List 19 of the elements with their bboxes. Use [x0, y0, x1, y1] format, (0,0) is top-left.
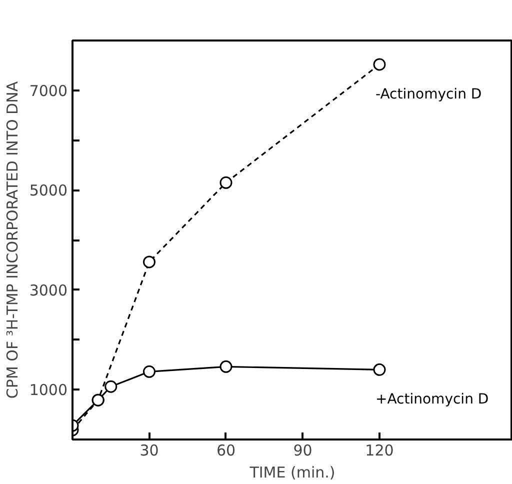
x-tick-label: 30	[140, 442, 159, 460]
x-tick-label: 120	[365, 442, 394, 460]
x-axis-title: TIME (min.)	[248, 464, 336, 482]
point	[220, 176, 232, 189]
y-tick-label: 5000	[29, 182, 68, 200]
y-tick-label: 3000	[29, 281, 68, 300]
y-tick-label: 7000	[29, 82, 68, 100]
point	[142, 256, 156, 268]
point	[220, 360, 232, 373]
series-label: -Actinomycin D	[375, 86, 482, 102]
point	[142, 365, 156, 378]
series-label: +Actinomycin D	[375, 392, 489, 408]
x-tick-label: 60	[216, 442, 236, 460]
x-tick-label: 90	[293, 442, 312, 460]
point	[373, 363, 386, 376]
y-axis-title: CPM OF ³H-TMP INCORPORATED INTO DNA	[3, 80, 22, 399]
point	[104, 380, 118, 393]
y-tick-label: 1000	[29, 381, 68, 400]
point	[373, 58, 386, 71]
